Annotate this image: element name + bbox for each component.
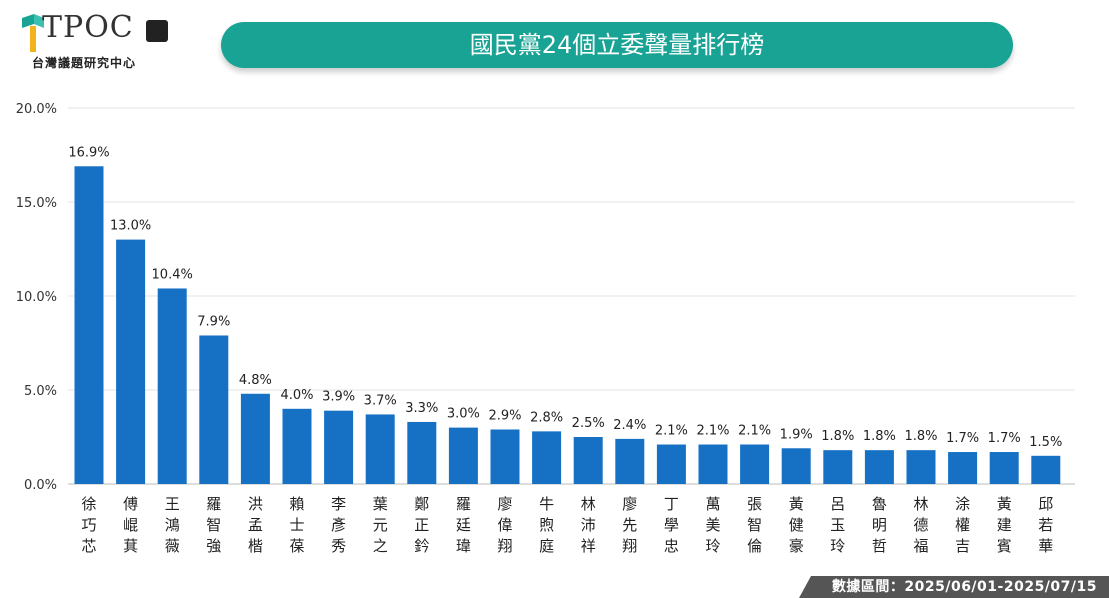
y-tick-label: 15.0% [16,196,57,211]
bar [240,393,270,484]
bar [948,452,978,484]
logo-badge-icon [146,20,168,42]
tpoc-logo: TPOC 台灣議題研究中心 [22,6,182,74]
title-banner: 國民黨24個立委聲量排行榜 [221,22,1013,68]
x-tick-label: 傅崐萁 [123,495,138,555]
data-label: 2.8% [530,410,563,425]
x-tick-label: 廖先翔 [622,495,637,555]
bar [157,288,187,484]
x-tick-label: 丁學忠 [664,495,679,555]
chart-title: 國民黨24個立委聲量排行榜 [469,31,765,59]
x-tick-label: 李彥秀 [331,495,346,555]
data-label: 3.7% [364,393,397,408]
y-tick-label: 10.0% [16,290,57,305]
x-tick-label: 洪孟楷 [248,495,263,555]
data-label: 1.7% [946,431,979,446]
x-tick-label: 徐巧芯 [81,495,96,555]
data-label: 2.1% [738,424,771,439]
x-tick-label: 羅廷瑋 [456,495,471,555]
logo-subtitle: 台灣議題研究中心 [32,56,137,70]
bar [573,437,603,484]
x-tick-label: 涂權吉 [955,495,970,555]
bar [823,450,853,484]
x-tick-label: 張智倫 [747,495,762,555]
y-tick-label: 20.0% [16,102,57,117]
footer-banner: 數據區間：2025/06/01-2025/07/15 [799,576,1109,598]
data-label: 1.8% [863,429,896,444]
x-tick-label: 魯明哲 [872,495,887,555]
data-label: 3.9% [322,390,355,405]
x-tick-label: 黃建賓 [997,495,1012,555]
x-tick-label: 羅智強 [206,495,221,555]
data-label: 1.8% [904,429,937,444]
data-label: 1.7% [988,431,1021,446]
bar [199,335,229,484]
bar [407,421,437,484]
x-tick-label: 林德福 [913,495,928,555]
data-label: 4.8% [239,373,272,388]
data-label: 13.0% [110,219,151,234]
bar [656,444,686,484]
logo-text: TPOC [42,10,134,45]
bar [781,448,811,484]
data-label: 2.5% [572,416,605,431]
data-label: 4.0% [280,388,313,403]
data-label: 1.9% [780,427,813,442]
bar [906,450,936,484]
bar [698,444,728,484]
bar [740,444,770,484]
data-label: 2.4% [613,418,646,433]
date-range: 數據區間：2025/06/01-2025/07/15 [831,579,1097,595]
x-tick-label: 黃健豪 [789,495,804,555]
data-label: 2.1% [655,424,688,439]
bar [532,431,562,484]
data-label: 16.9% [68,145,109,160]
data-label: 2.9% [488,408,521,423]
x-tick-label: 葉元之 [373,495,388,555]
x-tick-label: 萬美玲 [705,495,720,555]
bar [864,450,894,484]
bar [116,239,146,484]
data-label: 10.4% [152,267,193,282]
data-label: 7.9% [197,314,230,329]
bar [615,438,645,484]
data-label: 1.5% [1029,435,1062,450]
y-tick-label: 0.0% [24,478,57,493]
data-label: 3.3% [405,401,438,416]
x-tick-label: 牛煦庭 [539,495,554,555]
bar [365,414,395,484]
x-tick-label: 林沛祥 [581,495,596,555]
x-tick-label: 王鴻薇 [165,495,180,555]
bar [1031,455,1061,484]
bar [324,410,354,484]
bar [74,166,104,484]
x-tick-label: 賴士葆 [289,495,304,555]
x-tick-label: 鄭正鈐 [414,495,429,555]
x-tick-label: 邱若華 [1038,495,1053,555]
data-label: 2.1% [696,424,729,439]
x-tick-label: 廖偉翔 [497,495,512,555]
x-tick-label: 呂玉玲 [830,495,845,555]
y-tick-label: 5.0% [24,384,57,399]
bar [490,429,520,484]
bar [989,452,1019,484]
data-label: 1.8% [821,429,854,444]
bar [448,427,478,484]
logo-mark-icon [22,14,44,52]
bar [282,408,312,484]
data-label: 3.0% [447,407,480,422]
